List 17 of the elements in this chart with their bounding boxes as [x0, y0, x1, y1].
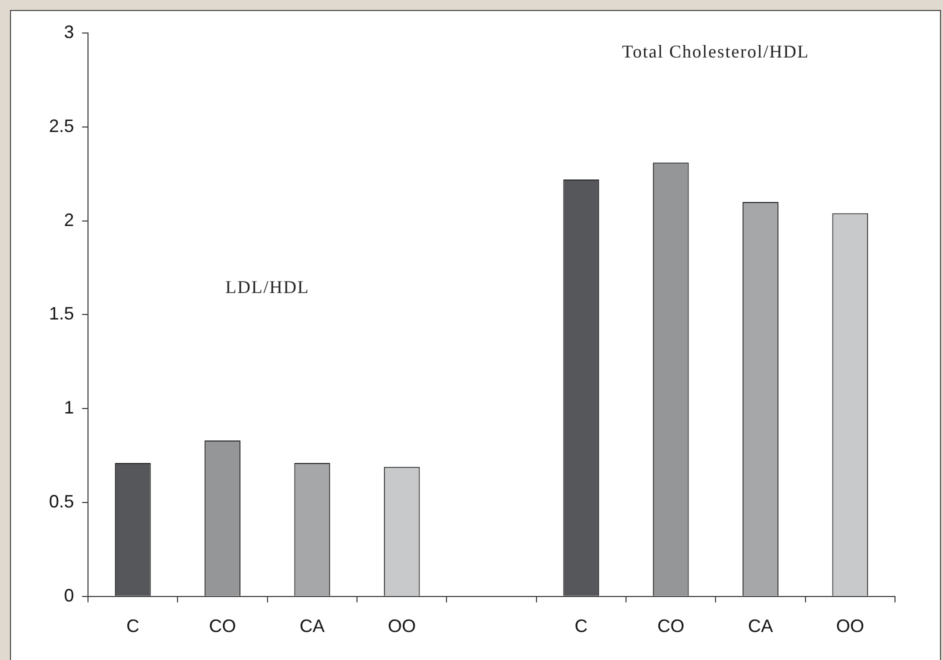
- annotation: LDL/HDL: [225, 277, 310, 298]
- x-tick-label: CO: [657, 616, 684, 636]
- x-tick-label: CA: [300, 616, 325, 636]
- y-tick-label: 2: [64, 210, 74, 230]
- y-tick-label: 0.5: [48, 491, 74, 512]
- x-tick-label: CO: [209, 616, 236, 636]
- x-tick-label: CA: [748, 616, 774, 636]
- y-tick-label: 3: [64, 22, 74, 42]
- x-tick-label: C: [574, 616, 588, 636]
- y-tick-label: 1: [64, 398, 74, 418]
- x-tick-label: OO: [388, 616, 416, 636]
- x-tick-label: C: [126, 616, 140, 636]
- y-tick-label: 1.5: [48, 304, 74, 324]
- y-tick-label: 0: [64, 585, 74, 606]
- y-tick-label: 2.5: [48, 116, 74, 136]
- annotation: Total Cholesterol/HDL: [622, 42, 810, 62]
- x-tick-label: OO: [836, 616, 864, 636]
